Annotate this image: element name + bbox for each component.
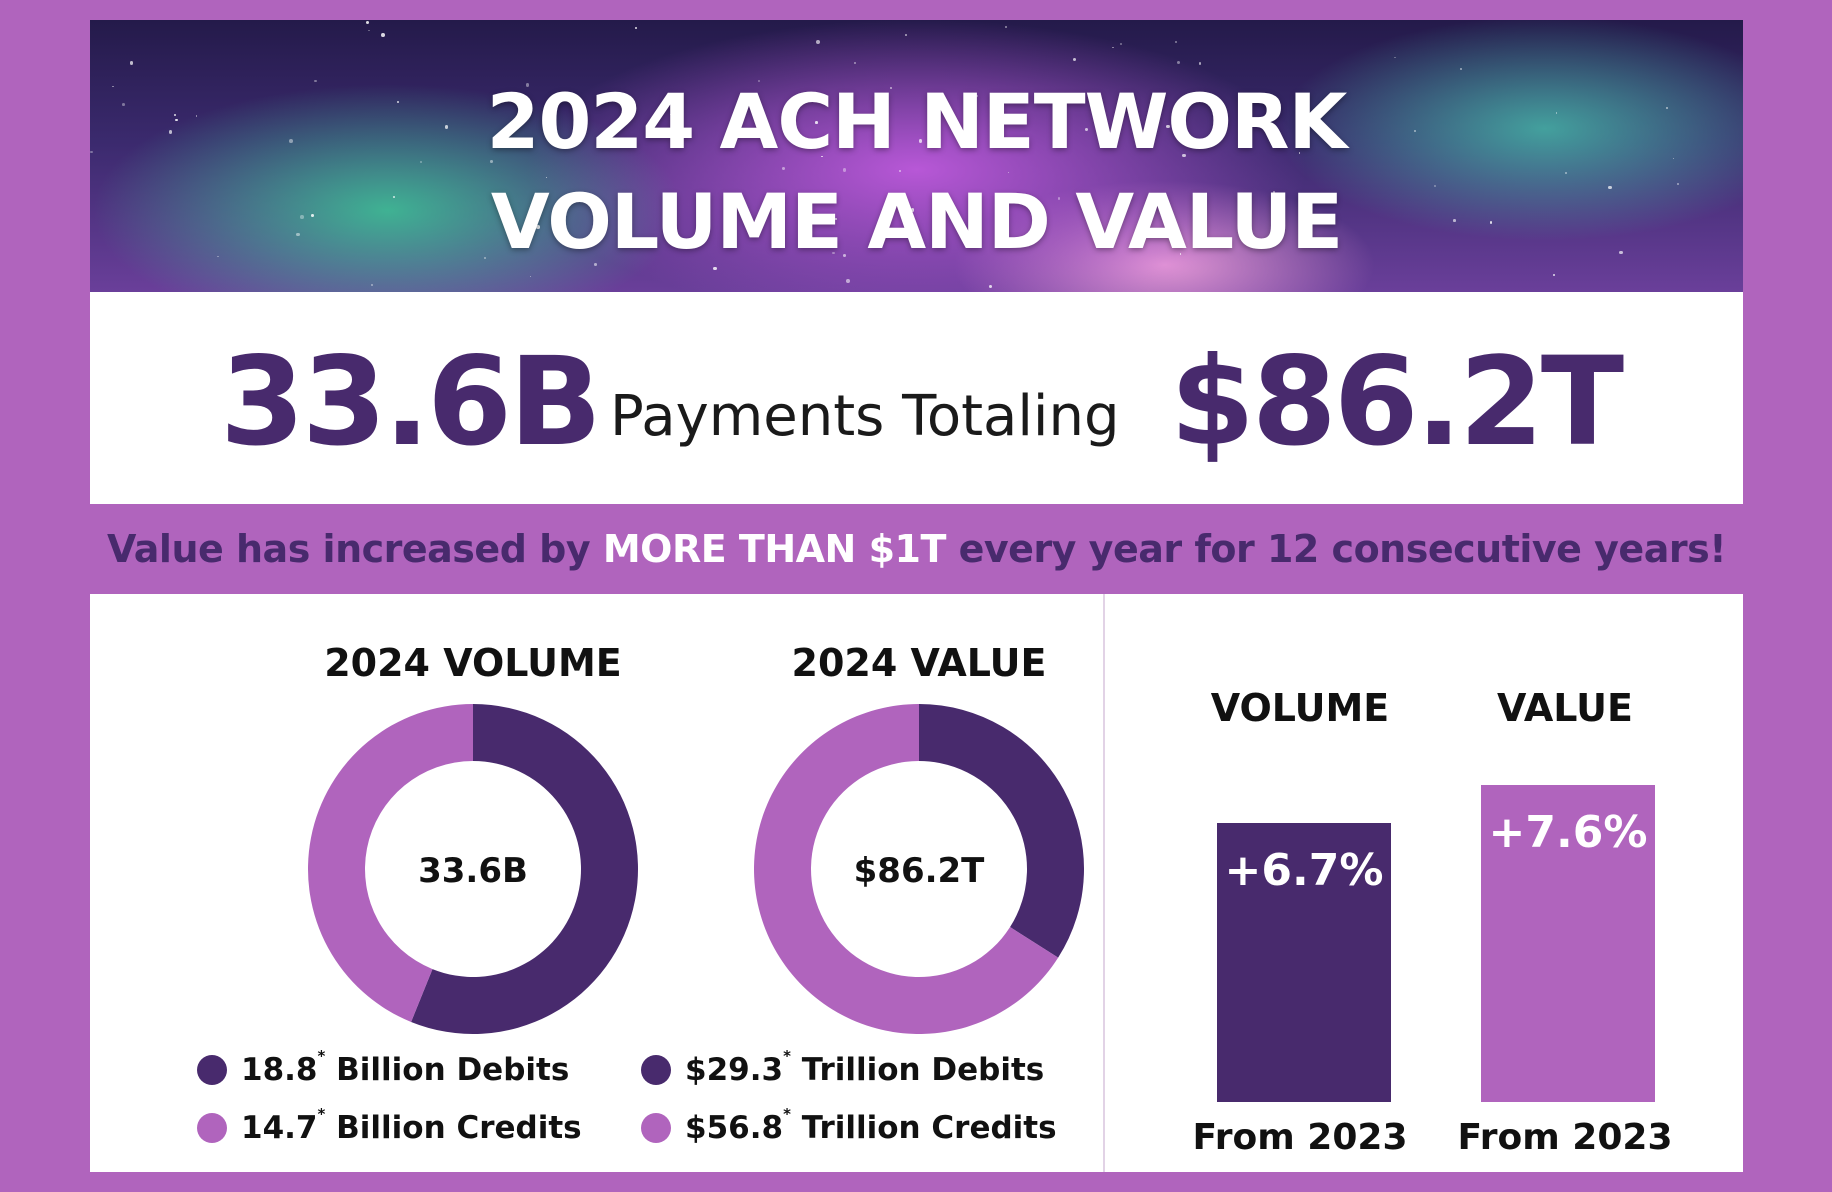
value-donut-title: 2024 VALUE [791, 641, 1047, 685]
legend-value: $29.3 [685, 1052, 784, 1088]
volume-donut-slice-0 [411, 704, 638, 1034]
total-volume-stat: 33.6B [220, 331, 602, 473]
total-value-stat: $86.2T [1170, 331, 1624, 473]
bar-value-label-value: +7.6% [1488, 807, 1648, 859]
legend-item-value-credits: $56.8* Trillion Credits [641, 1099, 1057, 1157]
footnote-mark: * [317, 1047, 326, 1065]
legend-value: 18.8 [241, 1052, 318, 1088]
footnote-mark: * [317, 1105, 326, 1123]
tagline-part-1: Value has increased by [106, 527, 603, 571]
bar-volume-growth: +6.7% [1217, 822, 1391, 1102]
panel-divider [1103, 594, 1105, 1172]
volume-donut-chart: 33.6B [308, 704, 638, 1034]
value-legend: $29.3* Trillion Debits $56.8* Trillion C… [641, 1041, 1057, 1157]
tagline-banner: Value has increased by MORE THAN $1T eve… [90, 504, 1743, 594]
bar-footer-value: From 2023 [1457, 1117, 1673, 1158]
legend-value: $56.8 [685, 1110, 784, 1146]
legend-text: Billion Credits [325, 1110, 582, 1146]
value-donut-slice-1 [754, 704, 1059, 1034]
legend-swatch-light [197, 1113, 227, 1143]
title-line-1: 2024 ACH NETWORK [486, 77, 1348, 166]
footnote-mark: * [783, 1047, 791, 1065]
legend-text: Billion Debits [325, 1052, 570, 1088]
page-title: 2024 ACH NETWORK VOLUME AND VALUE [90, 72, 1743, 272]
value-donut-chart: $86.2T [754, 704, 1084, 1034]
legend-value: 14.7 [241, 1110, 318, 1146]
value-donut-slice-0 [919, 704, 1084, 958]
headline-connector-text: Payments Totaling [610, 384, 1120, 449]
volume-legend: 18.8* Billion Debits 14.7* Billion Credi… [197, 1041, 582, 1157]
tagline-highlight: MORE THAN $1T [602, 527, 947, 571]
title-line-2: VOLUME AND VALUE [490, 177, 1343, 266]
volume-donut-title: 2024 VOLUME [324, 641, 622, 685]
legend-item-volume-debits: 18.8* Billion Debits [197, 1041, 582, 1099]
infographic: 2024 ACH NETWORK VOLUME AND VALUE 33.6B … [90, 20, 1743, 1172]
legend-swatch-dark [641, 1055, 671, 1085]
legend-item-volume-credits: 14.7* Billion Credits [197, 1099, 582, 1157]
bar-title-volume: VOLUME [1210, 686, 1390, 730]
tagline-text: Value has increased by MORE THAN $1T eve… [90, 526, 1743, 572]
bar-footer-volume: From 2023 [1192, 1117, 1408, 1158]
legend-item-value-debits: $29.3* Trillion Debits [641, 1041, 1057, 1099]
legend-text: Trillion Debits [790, 1052, 1045, 1088]
headline-stats: 33.6B Payments Totaling $86.2T [90, 292, 1743, 504]
volume-donut-slice-1 [308, 704, 473, 1022]
footnote-mark: * [783, 1105, 791, 1123]
legend-swatch-light [641, 1113, 671, 1143]
header-banner: 2024 ACH NETWORK VOLUME AND VALUE [90, 20, 1743, 292]
legend-swatch-dark [197, 1055, 227, 1085]
charts-panel: 2024 VOLUME 33.6B 18.8* Billion Debits 1… [90, 594, 1743, 1172]
legend-text: Trillion Credits [790, 1110, 1057, 1146]
value-donut-center-label: $86.2T [854, 851, 986, 891]
bar-title-value: VALUE [1497, 686, 1633, 730]
tagline-part-2: every year for 12 consecutive years! [945, 527, 1727, 571]
bar-value-growth: +7.6% [1481, 785, 1655, 1102]
bar-value-label-volume: +6.7% [1224, 844, 1384, 896]
volume-donut-center-label: 33.6B [418, 851, 528, 891]
